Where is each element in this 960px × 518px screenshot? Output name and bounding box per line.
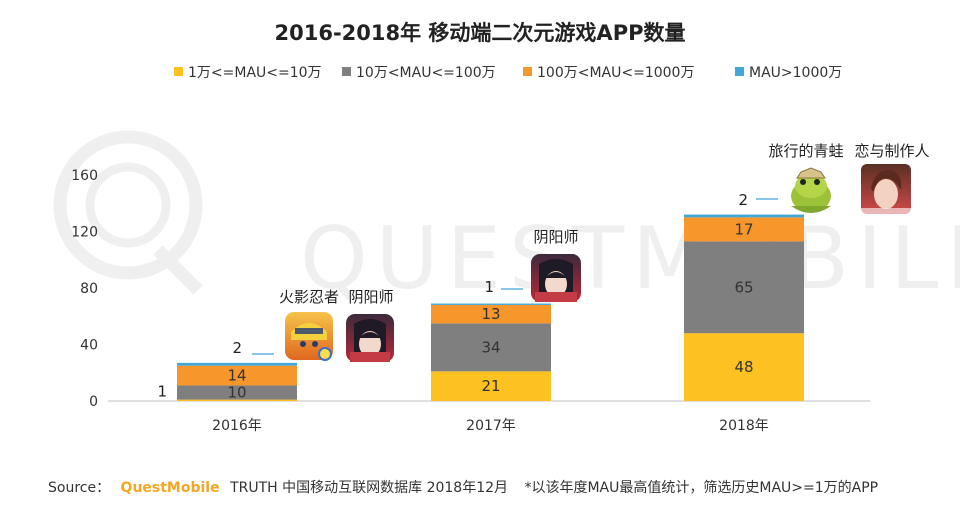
top-segment-value: 2: [738, 191, 748, 209]
x-tick-label: 2017年: [466, 418, 516, 434]
source-line: Source： QuestMobile TRUTH 中国移动互联网数据库 201…: [48, 479, 878, 496]
watermark-text: QUESTMOBILE: [300, 209, 960, 309]
bar-segment: [431, 303, 551, 305]
legend-swatch: [342, 67, 351, 76]
game-name-label: 阴阳师: [348, 288, 393, 306]
bar-segment: [431, 304, 551, 324]
bar-segment: [177, 399, 297, 401]
naruto-game-icon: [285, 312, 333, 361]
bar-value-label: 21: [481, 377, 500, 395]
game-name-label: 旅行的青蛙: [768, 142, 843, 160]
legend-label: 10万<MAU<=100万: [356, 65, 496, 81]
bar-value-label: 1: [157, 382, 167, 400]
bar-segment: [177, 365, 297, 386]
legend-swatch: [735, 67, 744, 76]
game-name-label: 恋与制作人: [854, 142, 929, 160]
bar-value-label: 10: [227, 384, 246, 402]
y-tick-label: 0: [89, 394, 98, 410]
bar-value-label: 48: [734, 358, 753, 376]
bar-segment: [684, 241, 804, 334]
legend-label: 100万<MAU<=1000万: [537, 65, 694, 81]
x-tick-label: 2018年: [719, 418, 769, 434]
top-segment-value: 1: [484, 278, 494, 296]
bar-segment: [684, 333, 804, 401]
bar-segment: [431, 371, 551, 401]
onmyoji-game-icon: [531, 254, 581, 302]
bar-segment: [684, 217, 804, 242]
onmyoji-game-icon: [346, 314, 394, 362]
y-tick-label: 160: [71, 168, 98, 184]
love-producer-game-icon: [861, 164, 911, 214]
y-tick-label: 120: [71, 225, 98, 241]
bar-stack-1: 21 34 13: [431, 303, 551, 401]
bar-value-label: 65: [734, 278, 753, 296]
bar-value-label: 34: [481, 338, 500, 356]
travel-frog-game-icon: [791, 167, 831, 213]
legend-label: MAU>1000万: [749, 65, 842, 81]
legend-label: 1万<=MAU<=10万: [188, 65, 322, 81]
x-axis: 2016年 2017年 2018年: [212, 418, 769, 434]
bar-value-label: 17: [734, 220, 753, 238]
legend-swatch: [174, 67, 183, 76]
y-tick-label: 80: [80, 281, 98, 297]
x-tick-label: 2016年: [212, 418, 262, 434]
legend: 1万<=MAU<=10万 10万<MAU<=100万 100万<MAU<=1000万…: [174, 65, 842, 81]
source-note: *以该年度MAU最高值统计，筛选历史MAU>=1万的APP: [524, 479, 878, 496]
bar-segment: [684, 214, 804, 218]
game-name-label: 火影忍者: [279, 288, 339, 306]
bar-segment: [177, 385, 297, 400]
legend-swatch: [523, 67, 532, 76]
source-label: Source：: [48, 480, 110, 496]
game-name-label: 阴阳师: [533, 228, 578, 246]
brand-name: QuestMobile: [121, 480, 220, 496]
bar-value-label: 14: [227, 367, 246, 385]
watermark: QUESTMOBILE: [53, 130, 960, 309]
bar-stack-2: 48 65 17: [684, 214, 804, 401]
bar-segment: [177, 362, 297, 366]
source-text: TRUTH 中国移动互联网数据库 2018年12月: [229, 480, 508, 496]
top-segment-value: 2: [232, 339, 242, 357]
bar-value-label: 13: [481, 305, 500, 323]
bar-segment: [431, 323, 551, 372]
y-tick-label: 40: [80, 338, 98, 354]
chart-title: 2016-2018年 移动端二次元游戏APP数量: [275, 21, 686, 45]
